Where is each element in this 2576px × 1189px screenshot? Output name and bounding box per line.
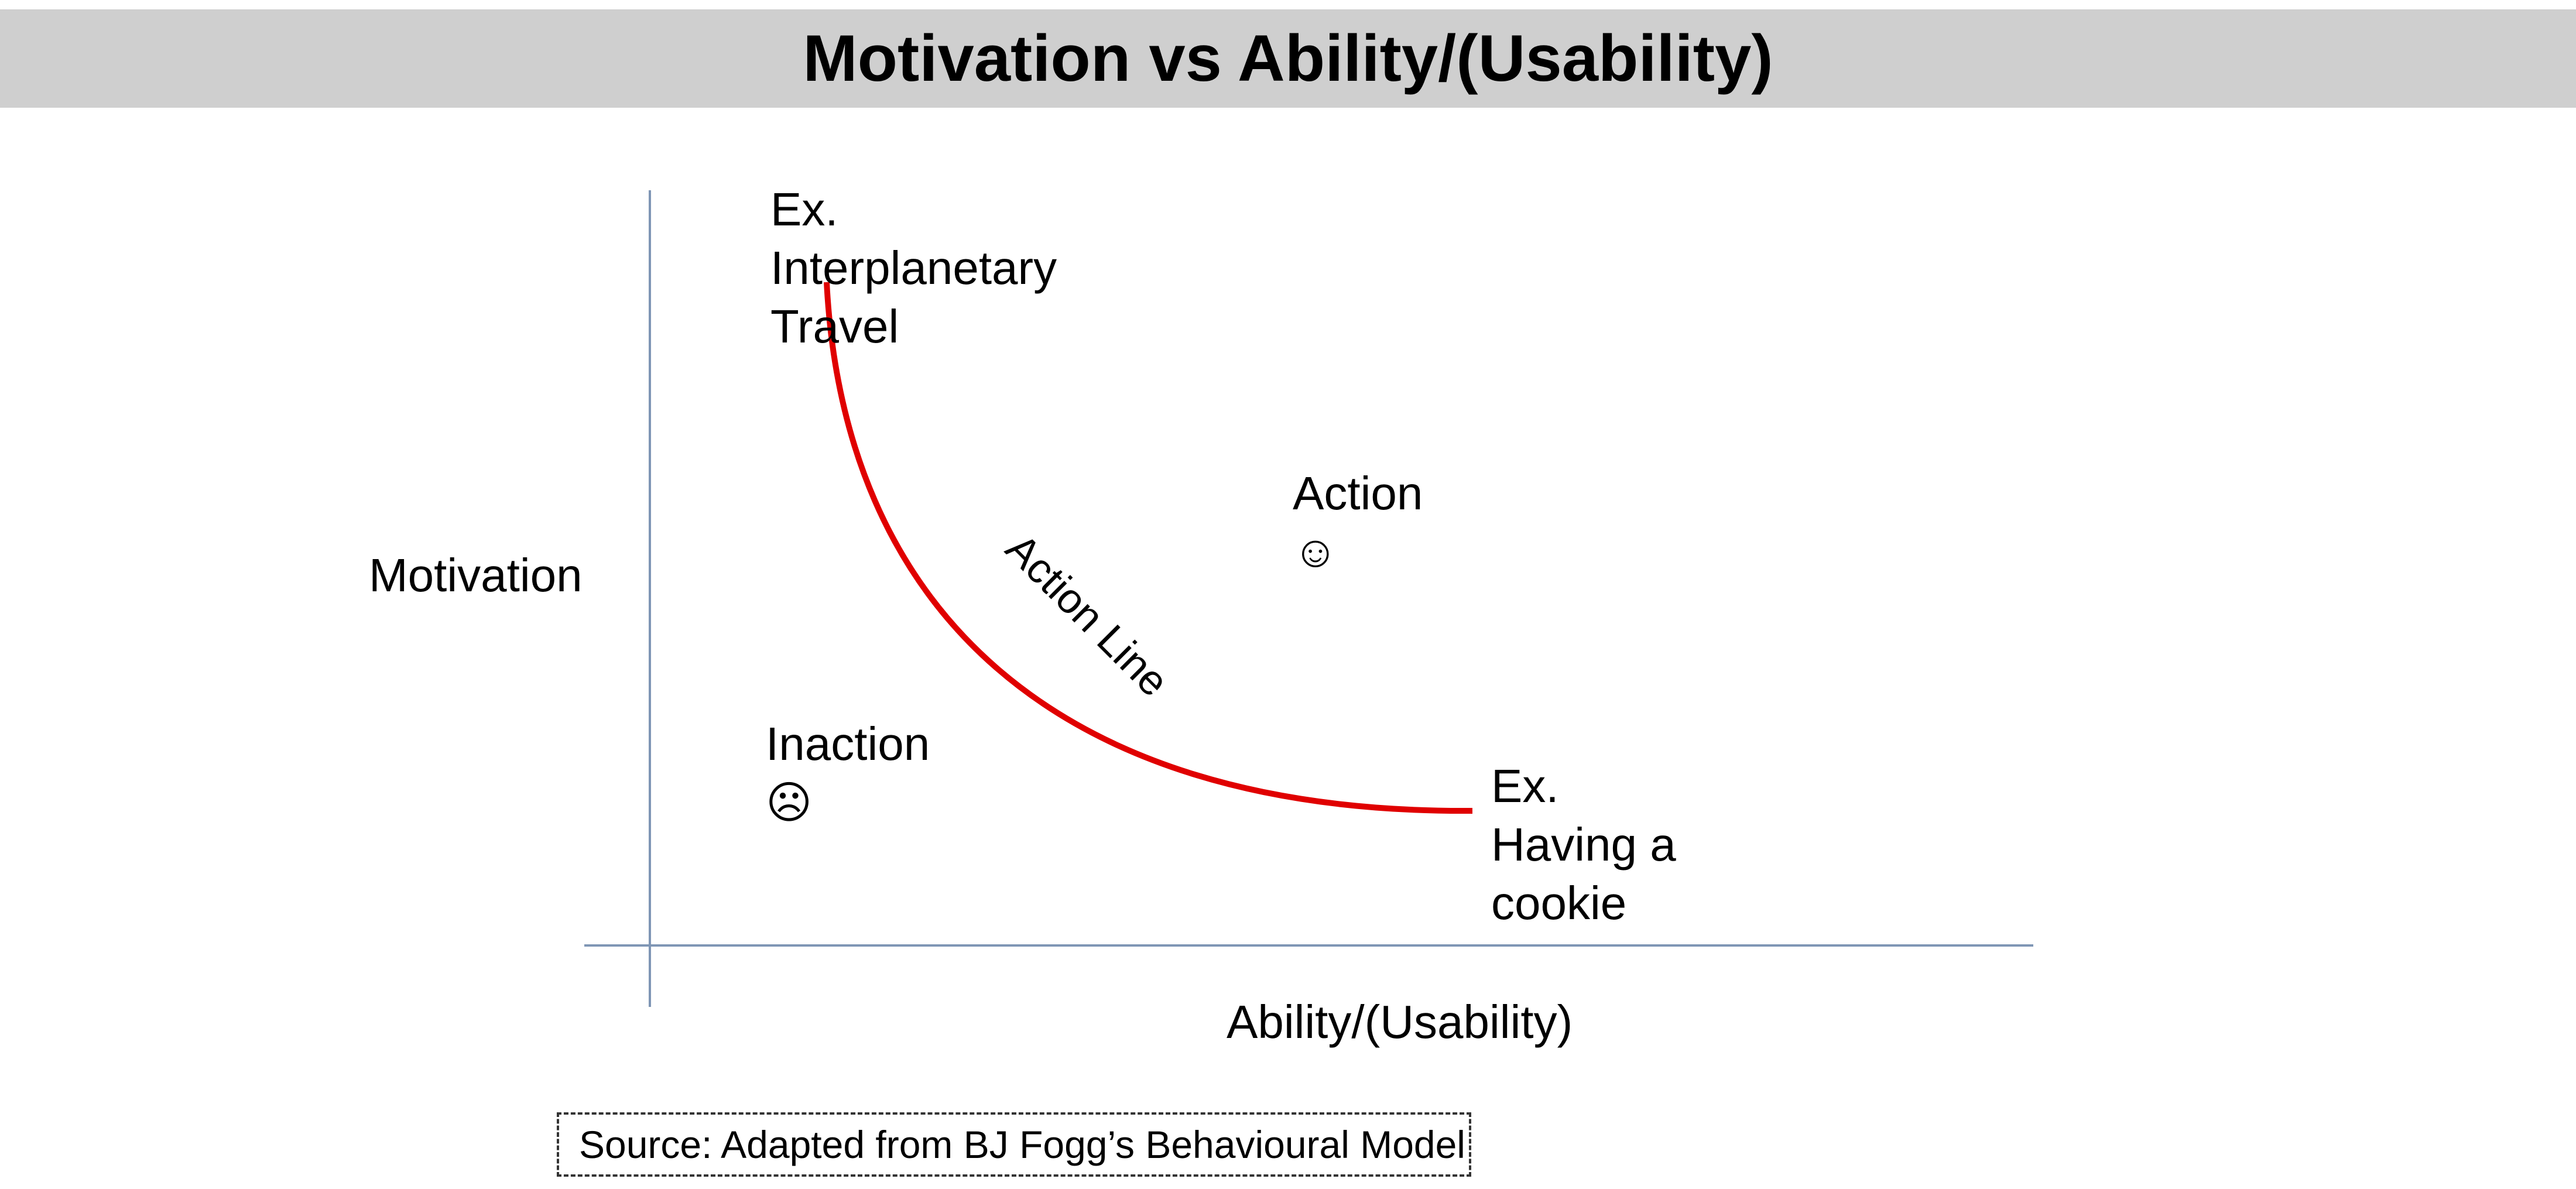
smiley-face-icon: ☺ [1293, 527, 1338, 577]
action-line-curve [824, 282, 1473, 814]
action-region-label: Action [1293, 467, 1423, 519]
source-text: Source: Adapted from BJ Fogg’s Behaviour… [579, 1123, 1465, 1166]
x-axis-label: Ability/(Usability) [1227, 996, 1573, 1048]
example-high-ability-line-1: Ex. [1491, 760, 1559, 812]
example-high-motivation-line-3: Travel [770, 300, 899, 352]
page-title: Motivation vs Ability/(Usability) [803, 22, 1773, 95]
example-high-motivation-line-2: Interplanetary [770, 242, 1057, 294]
y-axis-label: Motivation [369, 549, 583, 601]
example-high-ability-line-2: Having a [1491, 818, 1676, 871]
action-line-label: Action Line [997, 525, 1177, 705]
inaction-region-label: Inaction [766, 718, 930, 770]
source-note: Source: Adapted from BJ Fogg’s Behaviour… [557, 1112, 1471, 1177]
example-high-motivation-line-1: Ex. [770, 183, 838, 235]
frowning-face-icon: ☹ [766, 778, 812, 828]
title-bar: Motivation vs Ability/(Usability) [0, 9, 2576, 108]
example-high-ability-line-3: cookie [1491, 877, 1626, 929]
